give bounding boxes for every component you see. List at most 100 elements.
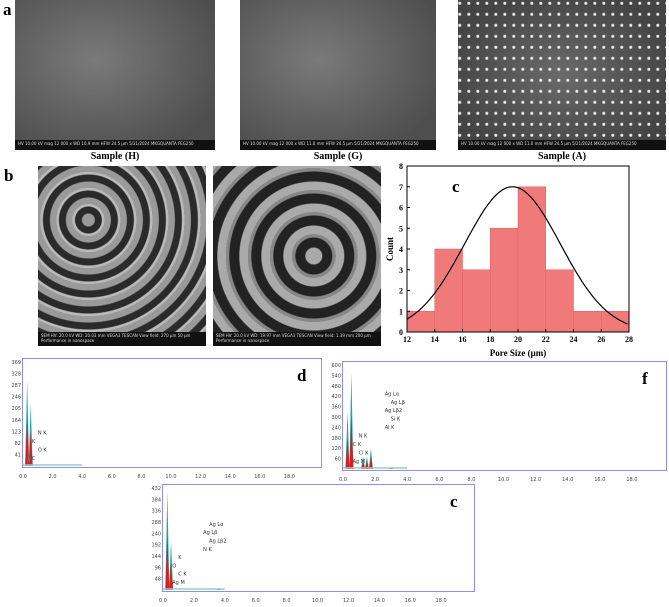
- x-tick-label: 8.0: [137, 474, 145, 480]
- sem-image-sample-a: HV 10.00 kV mag 12 000 x WD 11.0 mm HFW …: [458, 0, 666, 150]
- spectrum-peak-fit: [25, 419, 30, 466]
- x-tick-label: 18.0: [436, 598, 447, 604]
- peak-label: Ag Lβ2: [385, 408, 402, 414]
- x-tick-label: 26: [597, 335, 605, 344]
- x-tick-label: 10.0: [165, 474, 176, 480]
- peak-label: Cl K: [359, 451, 369, 457]
- peak-label: Ag Lα: [209, 522, 224, 528]
- x-tick-label: 10.0: [498, 477, 509, 483]
- y-tick-label: 384: [151, 497, 161, 503]
- spectrum-peak-fit: [28, 431, 33, 466]
- y-axis-label: Count: [385, 237, 395, 261]
- y-tick-label: 123: [11, 429, 21, 435]
- peak-label: Si K: [391, 417, 401, 423]
- peak-label: K: [178, 555, 182, 561]
- histogram-bar: [490, 228, 519, 333]
- x-tick-label: 8.0: [467, 477, 475, 483]
- spectrum-panel-label: f: [642, 369, 648, 388]
- x-tick-label: 14.0: [562, 477, 573, 483]
- peak-label: Ag M: [353, 459, 366, 465]
- y-tick-label: 240: [331, 425, 341, 431]
- spectrum-peak-fit: [349, 415, 354, 469]
- y-tick-label: 240: [151, 531, 161, 537]
- x-tick-label: 6.0: [108, 474, 116, 480]
- peak-label: Al K: [385, 425, 395, 431]
- x-tick-label: 24: [570, 335, 578, 344]
- y-tick-label: 540: [331, 373, 341, 379]
- x-tick-label: 12.0: [530, 477, 541, 483]
- peak-label: O: [172, 563, 176, 569]
- sem-image-sample-h: HV 10.00 kV mag 12 000 x WD 10.9 mm HFW …: [15, 0, 215, 150]
- spectrum-peak-fit: [165, 535, 170, 590]
- sem-info-bar: SEM HV: 20.0 kV WD: 19.97 mm VEGA3 TESCA…: [213, 332, 381, 346]
- histogram-bar: [462, 269, 491, 333]
- y-tick-label: 360: [331, 405, 341, 411]
- x-tick-label: 16.0: [405, 598, 416, 604]
- peak-label: Ag Lβ2: [209, 538, 226, 544]
- x-tick-label: 16.0: [594, 477, 605, 483]
- peak-label: C: [32, 456, 36, 462]
- x-tick-label: 4.0: [403, 477, 411, 483]
- y-tick-label: 480: [331, 384, 341, 390]
- y-tick-label: 328: [11, 372, 21, 378]
- x-tick-label: 14.0: [225, 474, 236, 480]
- y-tick-label: 2: [399, 287, 403, 296]
- caption-sample-h: Sample (H): [90, 151, 140, 162]
- x-axis-label: Pore Size (μm): [490, 348, 546, 358]
- y-tick-label: 205: [11, 406, 21, 412]
- peak-label: C K: [353, 442, 362, 448]
- spectrum-peak-fit: [169, 563, 174, 590]
- x-tick-label: 18.0: [284, 474, 295, 480]
- x-tick-label: 16.0: [254, 474, 265, 480]
- y-tick-label: 1: [399, 307, 403, 316]
- x-tick-label: 14: [431, 335, 439, 344]
- sem-info-bar: HV 10.00 kV mag 12 000 x WD 10.9 mm HFW …: [15, 140, 215, 150]
- x-tick-label: 2.0: [190, 598, 198, 604]
- spectrum-peak-fit: [345, 437, 350, 469]
- y-tick-label: 180: [331, 436, 341, 442]
- y-tick-label: 164: [11, 418, 21, 424]
- chart-panel-label: c: [452, 177, 460, 196]
- x-tick-label: 18.0: [626, 477, 637, 483]
- histogram-bar: [573, 311, 602, 333]
- x-tick-label: 0.0: [159, 598, 167, 604]
- peak-label: Ag M: [172, 580, 185, 586]
- sem-image-porous: SEM HV: 20.0 kV WD: 19.97 mm VEGA3 TESCA…: [213, 166, 381, 346]
- x-tick-label: 6.0: [435, 477, 443, 483]
- y-tick-label: 300: [331, 415, 341, 421]
- y-tick-label: 144: [151, 554, 161, 560]
- x-tick-label: 12: [403, 335, 411, 344]
- x-tick-label: 0.0: [339, 477, 347, 483]
- y-tick-label: 288: [151, 520, 161, 526]
- x-tick-label: 4.0: [221, 598, 229, 604]
- peak-label: K: [32, 439, 36, 445]
- x-tick-label: 10.0: [312, 598, 323, 604]
- x-tick-label: 28: [625, 335, 633, 344]
- peak-label: N K: [359, 434, 368, 440]
- x-tick-label: 0.0: [19, 474, 27, 480]
- y-tick-label: 96: [155, 565, 161, 571]
- histogram-bar: [434, 248, 463, 333]
- y-tick-label: 41: [15, 452, 21, 458]
- x-tick-label: 12.0: [195, 474, 206, 480]
- y-tick-label: 432: [151, 486, 161, 492]
- y-tick-label: 3: [399, 266, 403, 275]
- y-tick-label: 8: [399, 162, 403, 171]
- peak-label: Ag Lα: [385, 391, 400, 397]
- y-tick-label: 369: [11, 360, 21, 366]
- y-tick-label: 60: [335, 457, 341, 463]
- sem-image-porous-annotated: SEM HV: 20.0 kV WD: 20.03 mm VEGA3 TESCA…: [38, 166, 206, 346]
- sem-info-bar: SEM HV: 20.0 kV WD: 20.03 mm VEGA3 TESCA…: [38, 332, 206, 346]
- y-tick-label: 48: [155, 577, 161, 583]
- sem-info-bar: HV 10.00 kV mag 12 000 x WD 11.0 mm HFW …: [458, 140, 666, 150]
- histogram-bar: [545, 269, 574, 333]
- histogram-bar: [601, 311, 630, 333]
- panel-b-label: b: [4, 166, 14, 185]
- y-tick-label: 7: [399, 183, 403, 192]
- spectrum-panel-label: d: [297, 366, 307, 385]
- y-tick-label: 4: [399, 245, 403, 254]
- histogram-bar: [406, 311, 435, 333]
- x-tick-label: 18: [486, 335, 494, 344]
- y-tick-label: 5: [399, 224, 403, 233]
